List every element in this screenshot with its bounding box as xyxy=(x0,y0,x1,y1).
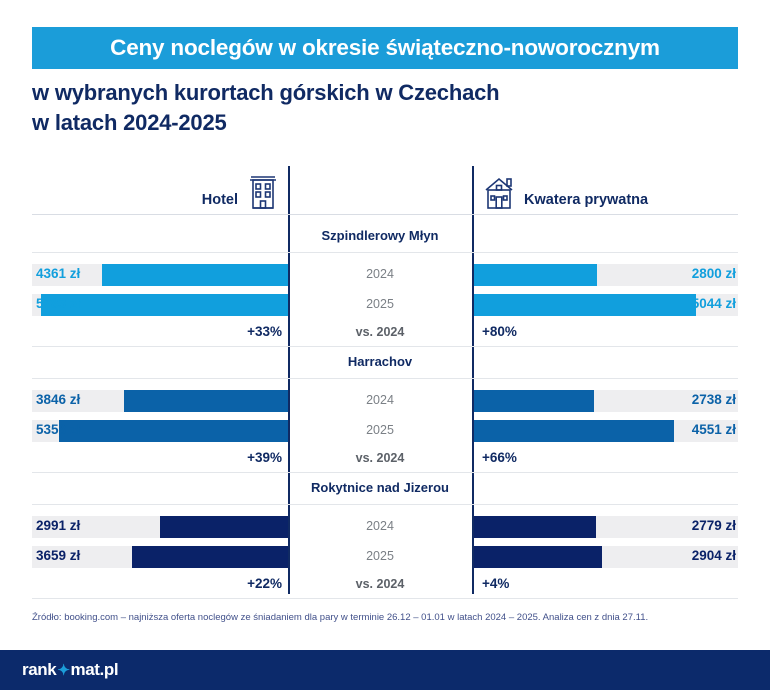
column-header-private: Kwatera prywatna xyxy=(476,166,738,214)
bar-track-hotel xyxy=(32,264,288,286)
bar-track-hotel xyxy=(32,294,288,316)
change-private: +80% xyxy=(482,324,517,339)
change-row: +39% vs. 2024 +66% xyxy=(32,446,738,472)
price-label-hotel: 2991 zł xyxy=(36,518,81,533)
source-note: Źródło: booking.com – najniższa oferta n… xyxy=(32,612,649,623)
price-label-private: 2779 zł xyxy=(691,518,736,533)
subtitle: w wybranych kurortach górskich w Czechac… xyxy=(32,78,732,138)
data-row: 5358 zł 2025 4551 zł xyxy=(32,420,738,442)
year-label: 2025 xyxy=(366,549,394,563)
logo-prefix: rank xyxy=(22,660,57,679)
data-row: 2991 zł 2024 2779 zł xyxy=(32,516,738,538)
bar-private xyxy=(474,546,602,568)
group-separator xyxy=(32,472,738,473)
price-label-hotel: 3659 zł xyxy=(36,548,81,563)
bar-private xyxy=(474,420,675,442)
resort-name: Harrachov xyxy=(347,354,413,369)
bar-hotel xyxy=(160,516,288,538)
bar-track-private xyxy=(474,390,738,412)
vs-label: vs. 2024 xyxy=(355,577,405,591)
resort-name: Szpindlerowy Młyn xyxy=(321,228,439,243)
bar-private xyxy=(474,390,595,412)
subtitle-line-2: w latach 2024-2025 xyxy=(32,110,227,135)
bar-private xyxy=(474,264,598,286)
resort-group: Harrachov 3846 zł 2024 2738 zł 5358 zł 2025 45… xyxy=(32,348,738,474)
bar-track-hotel xyxy=(32,546,288,568)
group-separator xyxy=(32,598,738,599)
bar-track-private xyxy=(474,546,738,568)
resort-group: Rokytnice nad Jizerou 2991 zł 2024 2779 zł 3… xyxy=(32,474,738,600)
brand-logo[interactable]: rank ✦ mat.pl xyxy=(22,660,119,680)
group-separator xyxy=(32,252,738,253)
bar-track-private xyxy=(474,420,738,442)
year-label: 2024 xyxy=(366,519,394,533)
price-label-private: 2904 zł xyxy=(691,548,736,563)
divider-left xyxy=(288,166,290,594)
year-label: 2024 xyxy=(366,393,394,407)
resort-name: Rokytnice nad Jizerou xyxy=(311,480,449,495)
bar-track-hotel xyxy=(32,390,288,412)
chart-area: Hotel xyxy=(32,166,738,600)
footer-bar xyxy=(0,650,770,690)
bar-track-private xyxy=(474,264,738,286)
group-separator xyxy=(32,346,738,347)
bar-hotel xyxy=(41,294,288,316)
bar-hotel xyxy=(59,420,288,442)
house-icon xyxy=(482,172,516,212)
price-label-hotel: 4361 zł xyxy=(36,266,81,281)
divider-right xyxy=(472,166,474,594)
price-label-hotel: 5358 zł xyxy=(36,422,81,437)
bar-hotel xyxy=(123,390,288,412)
group-separator xyxy=(32,504,738,505)
vs-label: vs. 2024 xyxy=(355,325,405,339)
logo-suffix: mat.pl xyxy=(70,660,119,679)
column-header-hotel: Hotel xyxy=(32,166,288,214)
price-label-private: 5044 zł xyxy=(691,296,736,311)
change-row: +33% vs. 2024 +80% xyxy=(32,320,738,346)
bar-hotel xyxy=(131,546,288,568)
bar-track-hotel xyxy=(32,516,288,538)
bar-private xyxy=(474,294,696,316)
change-private: +66% xyxy=(482,450,517,465)
header-rule xyxy=(32,214,738,215)
vs-label: vs. 2024 xyxy=(355,451,405,465)
group-separator xyxy=(32,378,738,379)
change-hotel: +22% xyxy=(247,576,282,591)
change-private: +4% xyxy=(482,576,510,591)
column-header-hotel-label: Hotel xyxy=(201,192,238,208)
change-row: +22% vs. 2024 +4% xyxy=(32,572,738,598)
subtitle-line-1: w wybranych kurortach górskich w Czechac… xyxy=(32,80,500,105)
change-hotel: +33% xyxy=(247,324,282,339)
star-icon: ✦ xyxy=(57,662,70,679)
hotel-building-icon xyxy=(246,172,280,212)
title-banner: Ceny noclegów w okresie świąteczno-nowor… xyxy=(32,27,738,69)
price-label-private: 4551 zł xyxy=(691,422,736,437)
resort-group: Szpindlerowy Młyn 4361 zł 2024 2800 zł 5783 … xyxy=(32,222,738,348)
price-label-hotel: 5783 zł xyxy=(36,296,81,311)
change-hotel: +39% xyxy=(247,450,282,465)
year-label: 2024 xyxy=(366,267,394,281)
year-label: 2025 xyxy=(366,297,394,311)
price-label-private: 2738 zł xyxy=(691,392,736,407)
bar-track-private xyxy=(474,294,738,316)
data-row: 4361 zł 2024 2800 zł xyxy=(32,264,738,286)
page-title: Ceny noclegów w okresie świąteczno-nowor… xyxy=(110,35,660,60)
data-row: 3846 zł 2024 2738 zł xyxy=(32,390,738,412)
bar-private xyxy=(474,516,597,538)
data-row: 3659 zł 2025 2904 zł xyxy=(32,546,738,568)
bar-track-private xyxy=(474,516,738,538)
column-header-private-label: Kwatera prywatna xyxy=(524,192,649,208)
price-label-private: 2800 zł xyxy=(691,266,736,281)
bar-hotel xyxy=(101,264,288,286)
year-label: 2025 xyxy=(366,423,394,437)
bar-track-hotel xyxy=(32,420,288,442)
price-label-hotel: 3846 zł xyxy=(36,392,81,407)
data-row: 5783 zł 2025 5044 zł xyxy=(32,294,738,316)
